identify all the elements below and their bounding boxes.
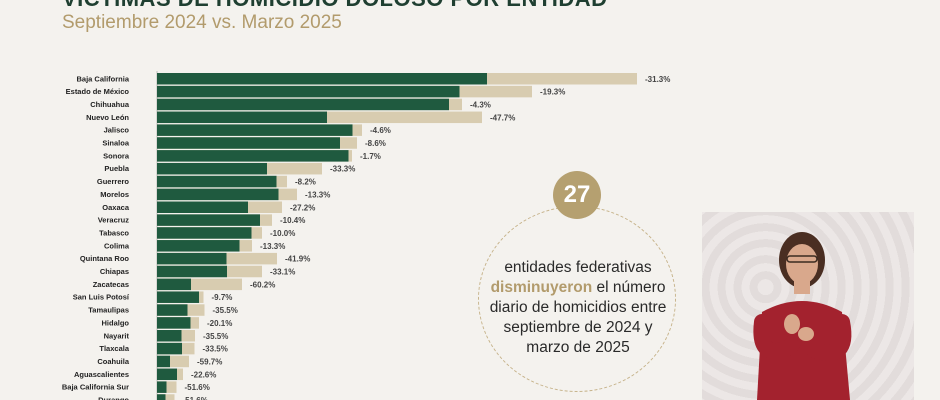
bar-mar-2025 [157, 188, 279, 201]
bar-mar-2025 [157, 342, 182, 355]
change-label: -1.7% [360, 152, 381, 161]
category-label: San Luis Potosí [73, 293, 130, 302]
bar-mar-2025 [157, 278, 191, 291]
change-label: -22.6% [191, 370, 216, 379]
bar-mar-2025 [157, 227, 252, 239]
callout-line-4: septiembre de 2024 y [503, 319, 653, 336]
bar-mar-2025 [157, 252, 227, 265]
category-label: Puebla [104, 164, 129, 173]
bar-mar-2025 [157, 111, 327, 124]
change-label: -51.6% [185, 383, 210, 392]
bar-mar-2025 [157, 368, 177, 381]
callout-line-1: entidades federativas [504, 259, 652, 276]
change-label: -19.3% [540, 88, 565, 97]
category-label: Estado de México [66, 87, 130, 96]
bar-mar-2025 [157, 175, 277, 188]
change-label: -31.3% [645, 75, 670, 84]
callout-number-badge: 27 [553, 171, 601, 219]
change-label: -35.5% [203, 332, 228, 341]
change-label: -27.2% [290, 203, 315, 212]
callout-line-2-rest: el número [592, 279, 666, 296]
category-label: Morelos [100, 190, 129, 199]
category-label: Durango [98, 396, 129, 400]
bar-mar-2025 [157, 240, 240, 252]
bar-mar-2025 [157, 291, 199, 303]
bar-mar-2025 [157, 304, 188, 316]
category-label: Zacatecas [93, 280, 129, 289]
change-label: -33.1% [270, 268, 295, 277]
category-label: Baja California Sur [62, 383, 129, 392]
bar-sep-2024 [157, 394, 175, 400]
bar-sep-2024 [157, 355, 189, 368]
change-label: -59.7% [197, 357, 222, 366]
bar-mar-2025 [157, 394, 166, 400]
bar-mar-2025 [157, 137, 340, 149]
change-label: -60.2% [250, 280, 275, 289]
category-label: Tamaulipas [88, 306, 129, 315]
change-label: -8.2% [295, 178, 316, 187]
change-label: -4.6% [370, 126, 391, 135]
category-label: Jalisco [104, 126, 130, 135]
homicide-bar-chart: Baja California -31.3% Estado de México -19… [62, 71, 670, 400]
category-label: Colima [104, 241, 130, 250]
page-title: VÍCTIMAS DE HOMICIDIO DOLOSO POR ENTIDAD [62, 0, 608, 12]
category-label: Tlaxcala [99, 344, 129, 353]
category-label: Aguascalientes [74, 370, 129, 379]
bar-mar-2025 [157, 214, 260, 226]
change-label: -33.5% [203, 345, 228, 354]
bar-mar-2025 [157, 317, 191, 329]
callout-highlight: disminuyeron [490, 279, 593, 296]
bar-mar-2025 [157, 381, 167, 393]
category-label: Hidalgo [102, 318, 130, 327]
bar-mar-2025 [157, 355, 170, 368]
change-label: -10.4% [280, 216, 305, 225]
category-label: Nuevo León [86, 113, 129, 122]
change-label: -8.6% [365, 139, 386, 148]
callout-line-3: diario de homicidios entre [489, 299, 667, 316]
change-label: -33.3% [330, 165, 355, 174]
page-subtitle: Septiembre 2024 vs. Marzo 2025 [62, 12, 342, 33]
category-label: Sinaloa [102, 139, 130, 148]
callout-line-5: marzo de 2025 [526, 339, 630, 356]
change-label: -10.0% [270, 229, 295, 238]
bar-mar-2025 [157, 85, 460, 98]
change-label: -20.1% [207, 319, 232, 328]
category-label: Nayarit [104, 331, 130, 340]
bar-mar-2025 [157, 150, 349, 162]
change-label: -4.3% [470, 100, 491, 109]
change-label: -51.6% [183, 396, 208, 400]
category-label: Guerrero [97, 177, 130, 186]
bar-mar-2025 [157, 330, 182, 342]
category-label: Sonora [103, 151, 130, 160]
bar-sep-2024 [157, 381, 177, 393]
change-label: -41.9% [285, 255, 310, 264]
bar-sep-2024 [157, 278, 242, 291]
category-label: Oaxaca [102, 203, 130, 212]
interpreter-figure [753, 232, 852, 400]
bar-mar-2025 [157, 124, 353, 136]
change-label: -35.5% [213, 306, 238, 315]
category-label: Chiapas [100, 267, 129, 276]
bar-mar-2025 [157, 98, 449, 111]
category-label: Coahuila [97, 357, 129, 366]
category-label: Quintana Roo [80, 254, 130, 263]
sign-language-interpreter-video [702, 212, 914, 400]
category-label: Tabasco [99, 228, 129, 237]
callout-text: entidades federativas disminuyeron el nú… [486, 258, 670, 358]
category-label: Veracruz [98, 216, 130, 225]
bar-mar-2025 [157, 73, 487, 85]
category-label: Chihuahua [90, 100, 130, 109]
category-label: Baja California [76, 74, 129, 83]
bar-mar-2025 [157, 201, 248, 213]
change-label: -13.3% [260, 242, 285, 251]
change-label: -13.3% [305, 190, 330, 199]
callout-line-2: disminuyeron el número [486, 278, 670, 298]
bar-mar-2025 [157, 162, 267, 175]
bar-mar-2025 [157, 265, 227, 278]
change-label: -47.7% [490, 113, 515, 122]
change-label: -9.7% [212, 293, 233, 302]
